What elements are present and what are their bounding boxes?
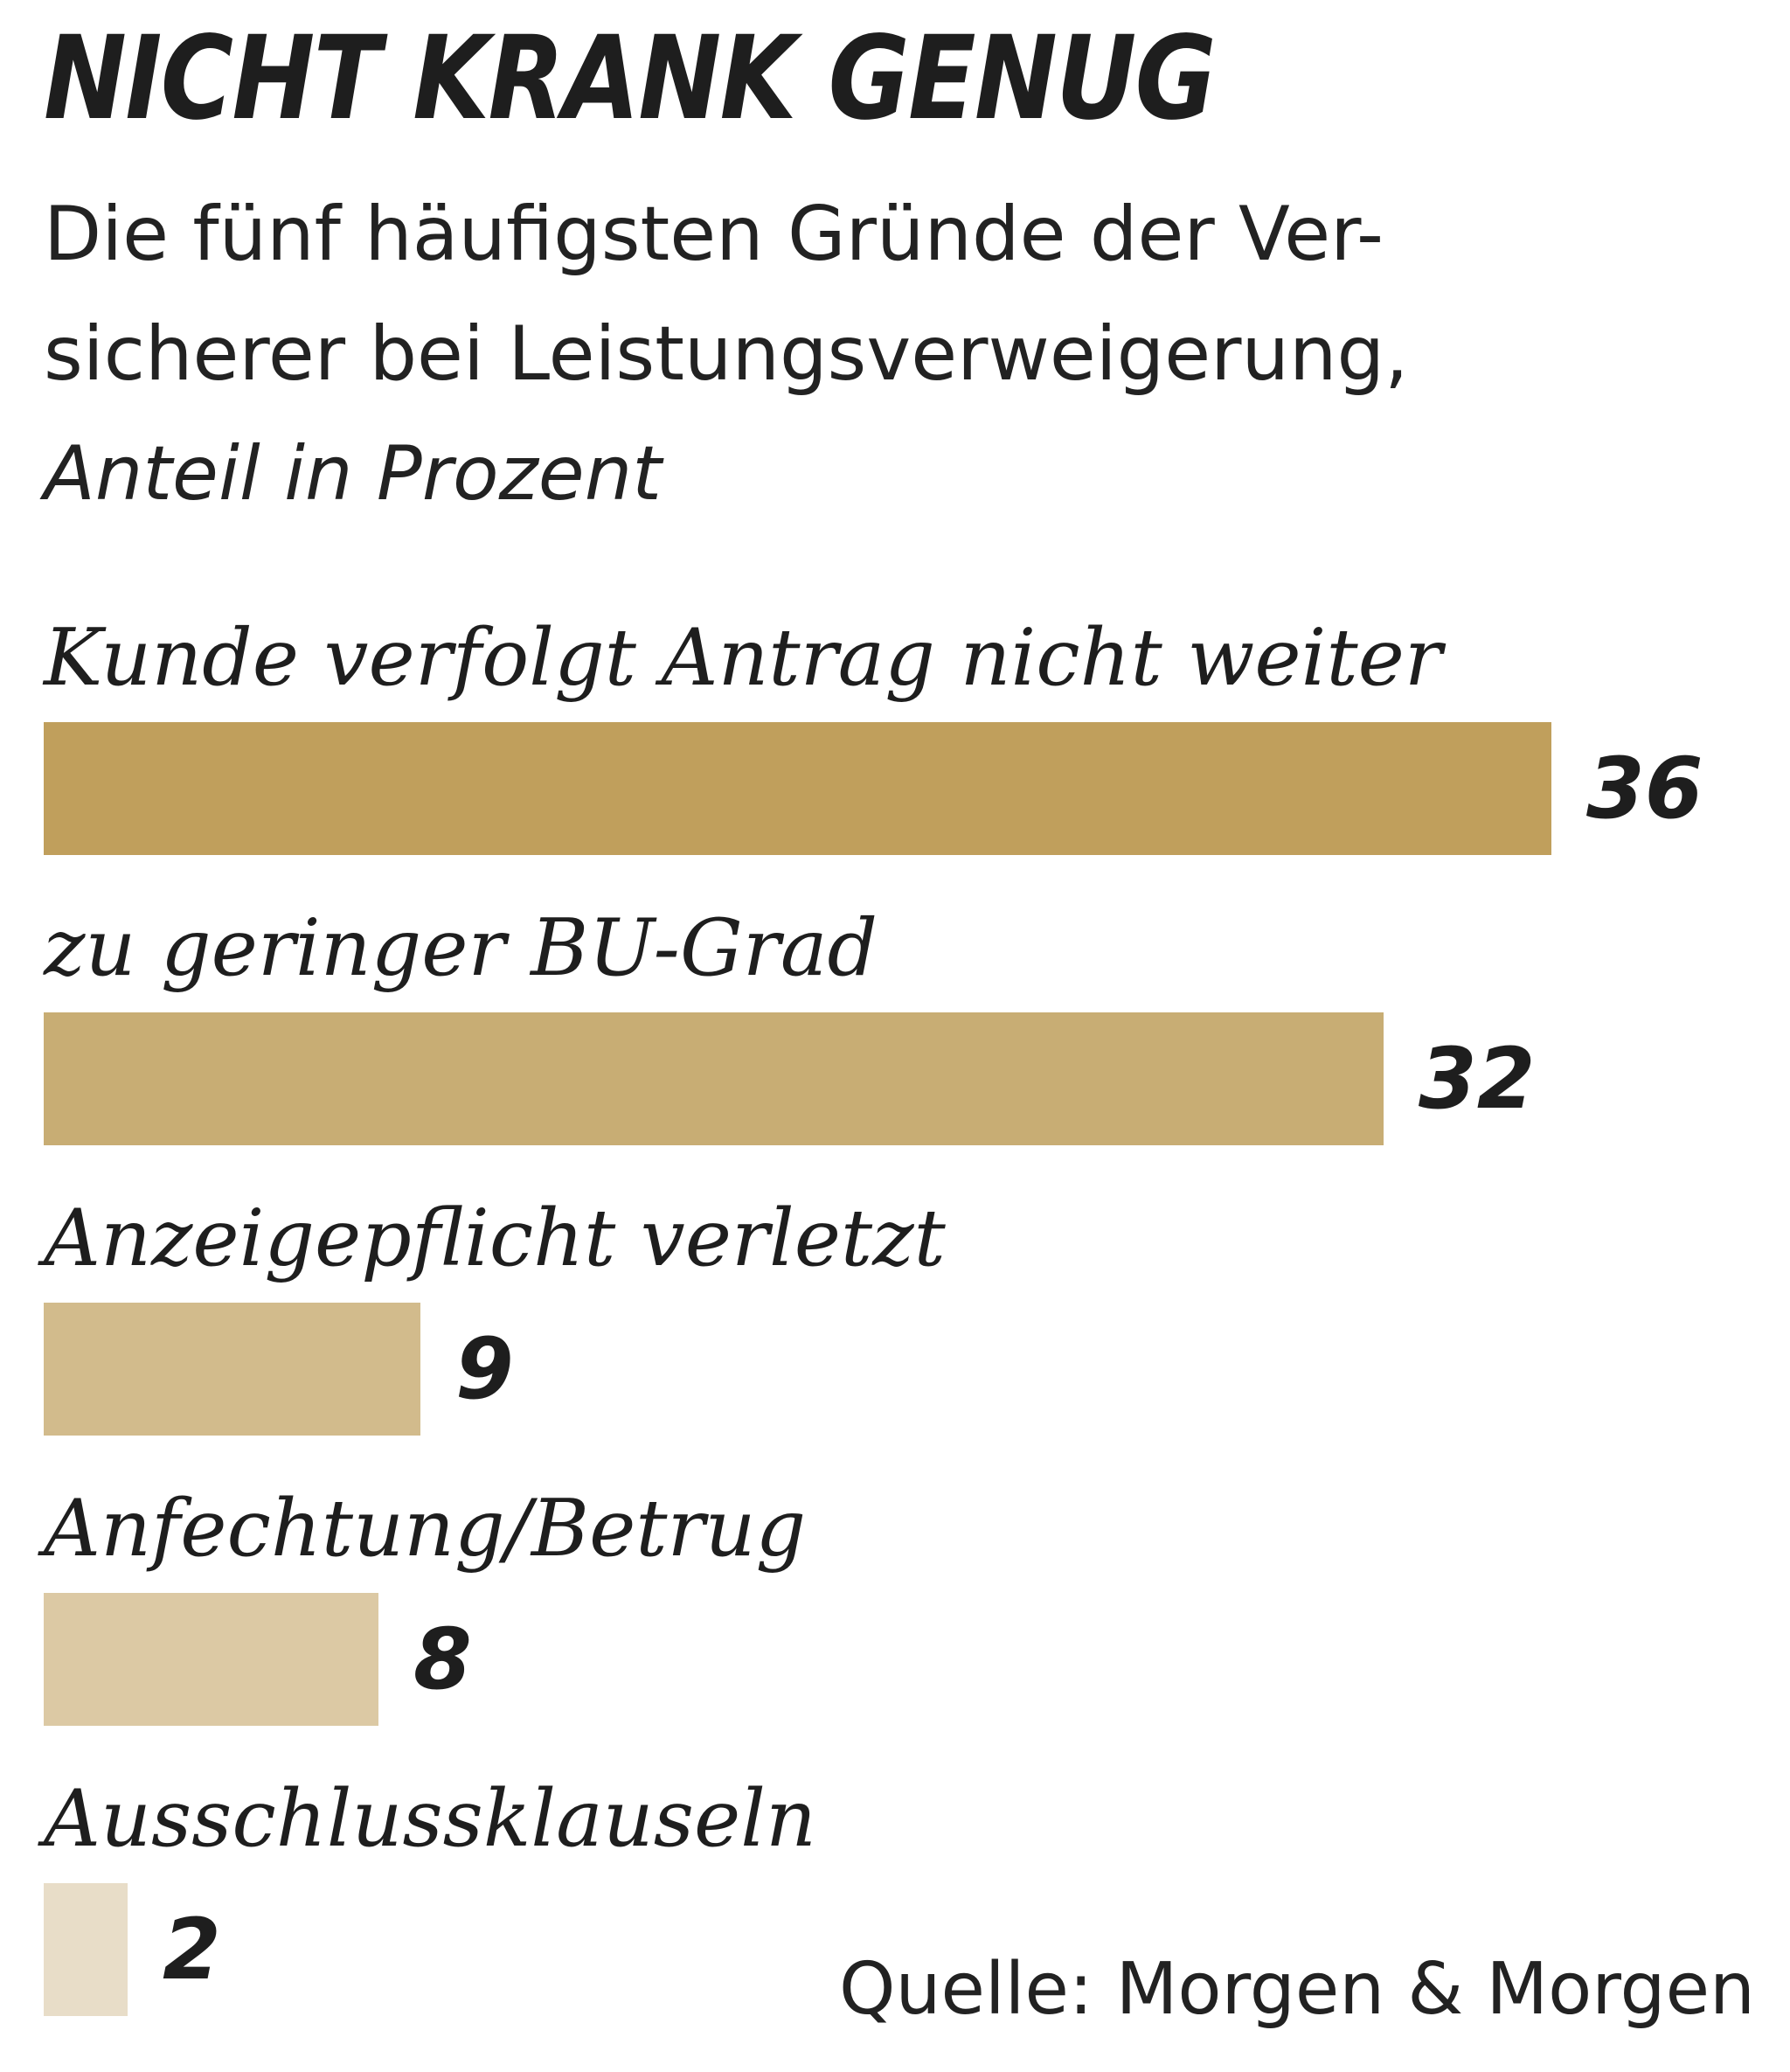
subtitle-line-2: sicherer bei Leistungsverweigerung,: [44, 310, 1409, 398]
category-label: Anfechtung/Betrug: [44, 1483, 807, 1575]
value-label: 8: [413, 1610, 472, 1708]
category-label: Ausschlussklauseln: [44, 1773, 816, 1865]
chart-unit: Anteil in Prozent: [44, 430, 662, 518]
chart-title: NICHT KRANK GENUG: [44, 11, 1217, 146]
category-label: zu geringer BU-Grad: [44, 902, 878, 994]
bar: [44, 722, 1551, 855]
category-label: Kunde verfolgt Antrag nicht weiter: [44, 612, 1442, 704]
category-label: Anzeigepflicht verletzt: [44, 1192, 946, 1284]
value-label: 2: [163, 1901, 221, 1999]
chart-source: Quelle: Morgen & Morgen: [838, 1948, 1755, 2031]
bar: [44, 1012, 1384, 1145]
chart-subtitle: Die fünf häufigsten Gründe der Ver- sich…: [44, 175, 1661, 534]
value-label: 9: [455, 1320, 514, 1418]
subtitle-line-1: Die fünf häufigsten Gründe der Ver-: [44, 191, 1384, 278]
value-label: 32: [1419, 1030, 1536, 1128]
bar: [44, 1883, 128, 2016]
bar: [44, 1303, 420, 1436]
value-label: 36: [1586, 740, 1703, 838]
bar: [44, 1593, 378, 1726]
